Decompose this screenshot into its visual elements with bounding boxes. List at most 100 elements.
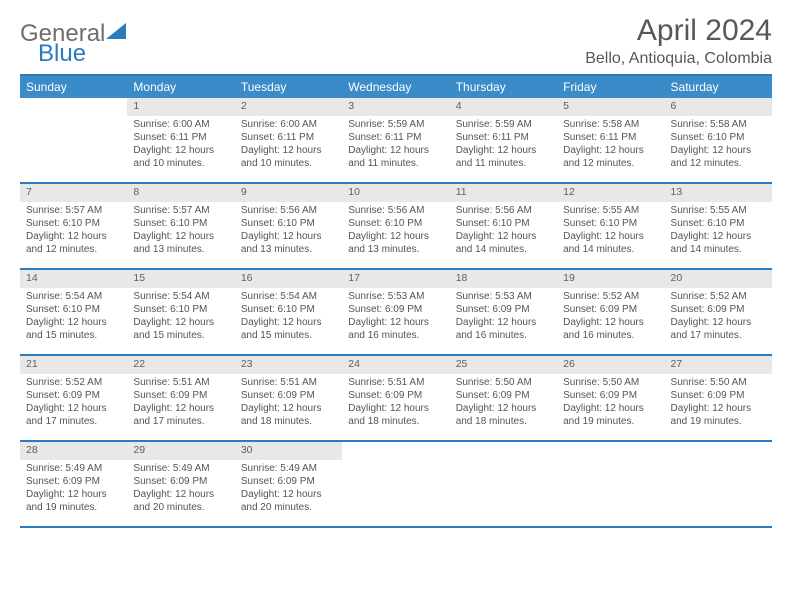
weekday-header: Saturday	[665, 76, 772, 98]
week-row: 14Sunrise: 5:54 AMSunset: 6:10 PMDayligh…	[20, 270, 772, 356]
daylight-line: Daylight: 12 hours and 16 minutes.	[563, 316, 658, 342]
day-number: 29	[127, 442, 234, 460]
sunset-line: Sunset: 6:09 PM	[456, 389, 551, 402]
daylight-line: Daylight: 12 hours and 20 minutes.	[133, 488, 228, 514]
location: Bello, Antioquia, Colombia	[585, 50, 772, 68]
sunrise-line: Sunrise: 5:57 AM	[26, 204, 121, 217]
sunset-line: Sunset: 6:09 PM	[563, 303, 658, 316]
brand-sail-icon	[106, 20, 128, 48]
week-row: 1Sunrise: 6:00 AMSunset: 6:11 PMDaylight…	[20, 98, 772, 184]
sunrise-line: Sunrise: 5:57 AM	[133, 204, 228, 217]
day-number: 30	[235, 442, 342, 460]
day-cell: 3Sunrise: 5:59 AMSunset: 6:11 PMDaylight…	[342, 98, 449, 182]
day-number: 9	[235, 184, 342, 202]
day-cell	[342, 442, 449, 526]
day-cell: 26Sunrise: 5:50 AMSunset: 6:09 PMDayligh…	[557, 356, 664, 440]
day-info: Sunrise: 5:51 AMSunset: 6:09 PMDaylight:…	[235, 374, 342, 432]
sunrise-line: Sunrise: 5:51 AM	[133, 376, 228, 389]
day-number: 19	[557, 270, 664, 288]
daylight-line: Daylight: 12 hours and 13 minutes.	[133, 230, 228, 256]
daylight-line: Daylight: 12 hours and 16 minutes.	[456, 316, 551, 342]
sunset-line: Sunset: 6:09 PM	[671, 303, 766, 316]
day-cell: 21Sunrise: 5:52 AMSunset: 6:09 PMDayligh…	[20, 356, 127, 440]
day-info: Sunrise: 5:52 AMSunset: 6:09 PMDaylight:…	[557, 288, 664, 346]
daylight-line: Daylight: 12 hours and 13 minutes.	[348, 230, 443, 256]
day-cell: 8Sunrise: 5:57 AMSunset: 6:10 PMDaylight…	[127, 184, 234, 268]
day-cell: 11Sunrise: 5:56 AMSunset: 6:10 PMDayligh…	[450, 184, 557, 268]
day-cell: 6Sunrise: 5:58 AMSunset: 6:10 PMDaylight…	[665, 98, 772, 182]
day-info: Sunrise: 5:50 AMSunset: 6:09 PMDaylight:…	[450, 374, 557, 432]
daylight-line: Daylight: 12 hours and 11 minutes.	[348, 144, 443, 170]
day-info: Sunrise: 5:50 AMSunset: 6:09 PMDaylight:…	[557, 374, 664, 432]
day-number: 11	[450, 184, 557, 202]
sunrise-line: Sunrise: 5:58 AM	[671, 118, 766, 131]
day-info: Sunrise: 5:53 AMSunset: 6:09 PMDaylight:…	[342, 288, 449, 346]
sunrise-line: Sunrise: 5:49 AM	[133, 462, 228, 475]
sunrise-line: Sunrise: 5:53 AM	[348, 290, 443, 303]
day-cell: 27Sunrise: 5:50 AMSunset: 6:09 PMDayligh…	[665, 356, 772, 440]
sunset-line: Sunset: 6:09 PM	[348, 389, 443, 402]
day-cell: 22Sunrise: 5:51 AMSunset: 6:09 PMDayligh…	[127, 356, 234, 440]
day-number: 18	[450, 270, 557, 288]
sunset-line: Sunset: 6:09 PM	[241, 389, 336, 402]
week-row: 7Sunrise: 5:57 AMSunset: 6:10 PMDaylight…	[20, 184, 772, 270]
day-info: Sunrise: 6:00 AMSunset: 6:11 PMDaylight:…	[127, 116, 234, 174]
weekday-header: Monday	[127, 76, 234, 98]
day-info: Sunrise: 5:52 AMSunset: 6:09 PMDaylight:…	[20, 374, 127, 432]
sunset-line: Sunset: 6:10 PM	[133, 217, 228, 230]
day-info: Sunrise: 5:50 AMSunset: 6:09 PMDaylight:…	[665, 374, 772, 432]
weekday-header: Wednesday	[342, 76, 449, 98]
day-cell: 19Sunrise: 5:52 AMSunset: 6:09 PMDayligh…	[557, 270, 664, 354]
sunrise-line: Sunrise: 5:52 AM	[26, 376, 121, 389]
daylight-line: Daylight: 12 hours and 15 minutes.	[241, 316, 336, 342]
sunrise-line: Sunrise: 5:50 AM	[563, 376, 658, 389]
day-cell: 20Sunrise: 5:52 AMSunset: 6:09 PMDayligh…	[665, 270, 772, 354]
sunset-line: Sunset: 6:11 PM	[133, 131, 228, 144]
sunrise-line: Sunrise: 6:00 AM	[241, 118, 336, 131]
day-number: 25	[450, 356, 557, 374]
sunrise-line: Sunrise: 5:50 AM	[456, 376, 551, 389]
day-info: Sunrise: 5:52 AMSunset: 6:09 PMDaylight:…	[665, 288, 772, 346]
daylight-line: Daylight: 12 hours and 17 minutes.	[26, 402, 121, 428]
day-info: Sunrise: 5:49 AMSunset: 6:09 PMDaylight:…	[20, 460, 127, 518]
weekday-header: Thursday	[450, 76, 557, 98]
calendar: SundayMondayTuesdayWednesdayThursdayFrid…	[20, 74, 772, 528]
daylight-line: Daylight: 12 hours and 17 minutes.	[671, 316, 766, 342]
sunrise-line: Sunrise: 5:54 AM	[133, 290, 228, 303]
day-cell: 15Sunrise: 5:54 AMSunset: 6:10 PMDayligh…	[127, 270, 234, 354]
sunset-line: Sunset: 6:09 PM	[241, 475, 336, 488]
weekday-header: Tuesday	[235, 76, 342, 98]
daylight-line: Daylight: 12 hours and 10 minutes.	[241, 144, 336, 170]
day-number: 20	[665, 270, 772, 288]
sunset-line: Sunset: 6:10 PM	[671, 131, 766, 144]
sunset-line: Sunset: 6:09 PM	[133, 475, 228, 488]
sunset-line: Sunset: 6:09 PM	[563, 389, 658, 402]
day-cell: 7Sunrise: 5:57 AMSunset: 6:10 PMDaylight…	[20, 184, 127, 268]
sunset-line: Sunset: 6:11 PM	[456, 131, 551, 144]
sunset-line: Sunset: 6:10 PM	[241, 303, 336, 316]
day-info: Sunrise: 5:57 AMSunset: 6:10 PMDaylight:…	[20, 202, 127, 260]
sunset-line: Sunset: 6:09 PM	[26, 475, 121, 488]
daylight-line: Daylight: 12 hours and 18 minutes.	[348, 402, 443, 428]
day-cell: 29 Sunrise: 5:49 AMSunset: 6:09 PMDayligh…	[127, 442, 234, 526]
week-row: 28Sunrise: 5:49 AMSunset: 6:09 PMDayligh…	[20, 442, 772, 528]
day-info: Sunrise: 5:53 AMSunset: 6:09 PMDaylight:…	[450, 288, 557, 346]
sunrise-line: Sunrise: 5:56 AM	[348, 204, 443, 217]
week-row: 21Sunrise: 5:52 AMSunset: 6:09 PMDayligh…	[20, 356, 772, 442]
sunset-line: Sunset: 6:11 PM	[563, 131, 658, 144]
day-cell: 13Sunrise: 5:55 AMSunset: 6:10 PMDayligh…	[665, 184, 772, 268]
day-number: 14	[20, 270, 127, 288]
day-info: Sunrise: 5:56 AMSunset: 6:10 PMDaylight:…	[342, 202, 449, 260]
sunrise-line: Sunrise: 6:00 AM	[133, 118, 228, 131]
daylight-line: Daylight: 12 hours and 14 minutes.	[671, 230, 766, 256]
sunset-line: Sunset: 6:11 PM	[348, 131, 443, 144]
day-cell: 1Sunrise: 6:00 AMSunset: 6:11 PMDaylight…	[127, 98, 234, 182]
day-number: 2	[235, 98, 342, 116]
day-info: Sunrise: 6:00 AMSunset: 6:11 PMDaylight:…	[235, 116, 342, 174]
daylight-line: Daylight: 12 hours and 20 minutes.	[241, 488, 336, 514]
header: General April 2024 Bello, Antioquia, Col…	[20, 14, 772, 68]
day-number: 1	[127, 98, 234, 116]
day-info: Sunrise: 5:55 AMSunset: 6:10 PMDaylight:…	[665, 202, 772, 260]
daylight-line: Daylight: 12 hours and 18 minutes.	[241, 402, 336, 428]
day-info: Sunrise: 5:58 AMSunset: 6:10 PMDaylight:…	[665, 116, 772, 174]
